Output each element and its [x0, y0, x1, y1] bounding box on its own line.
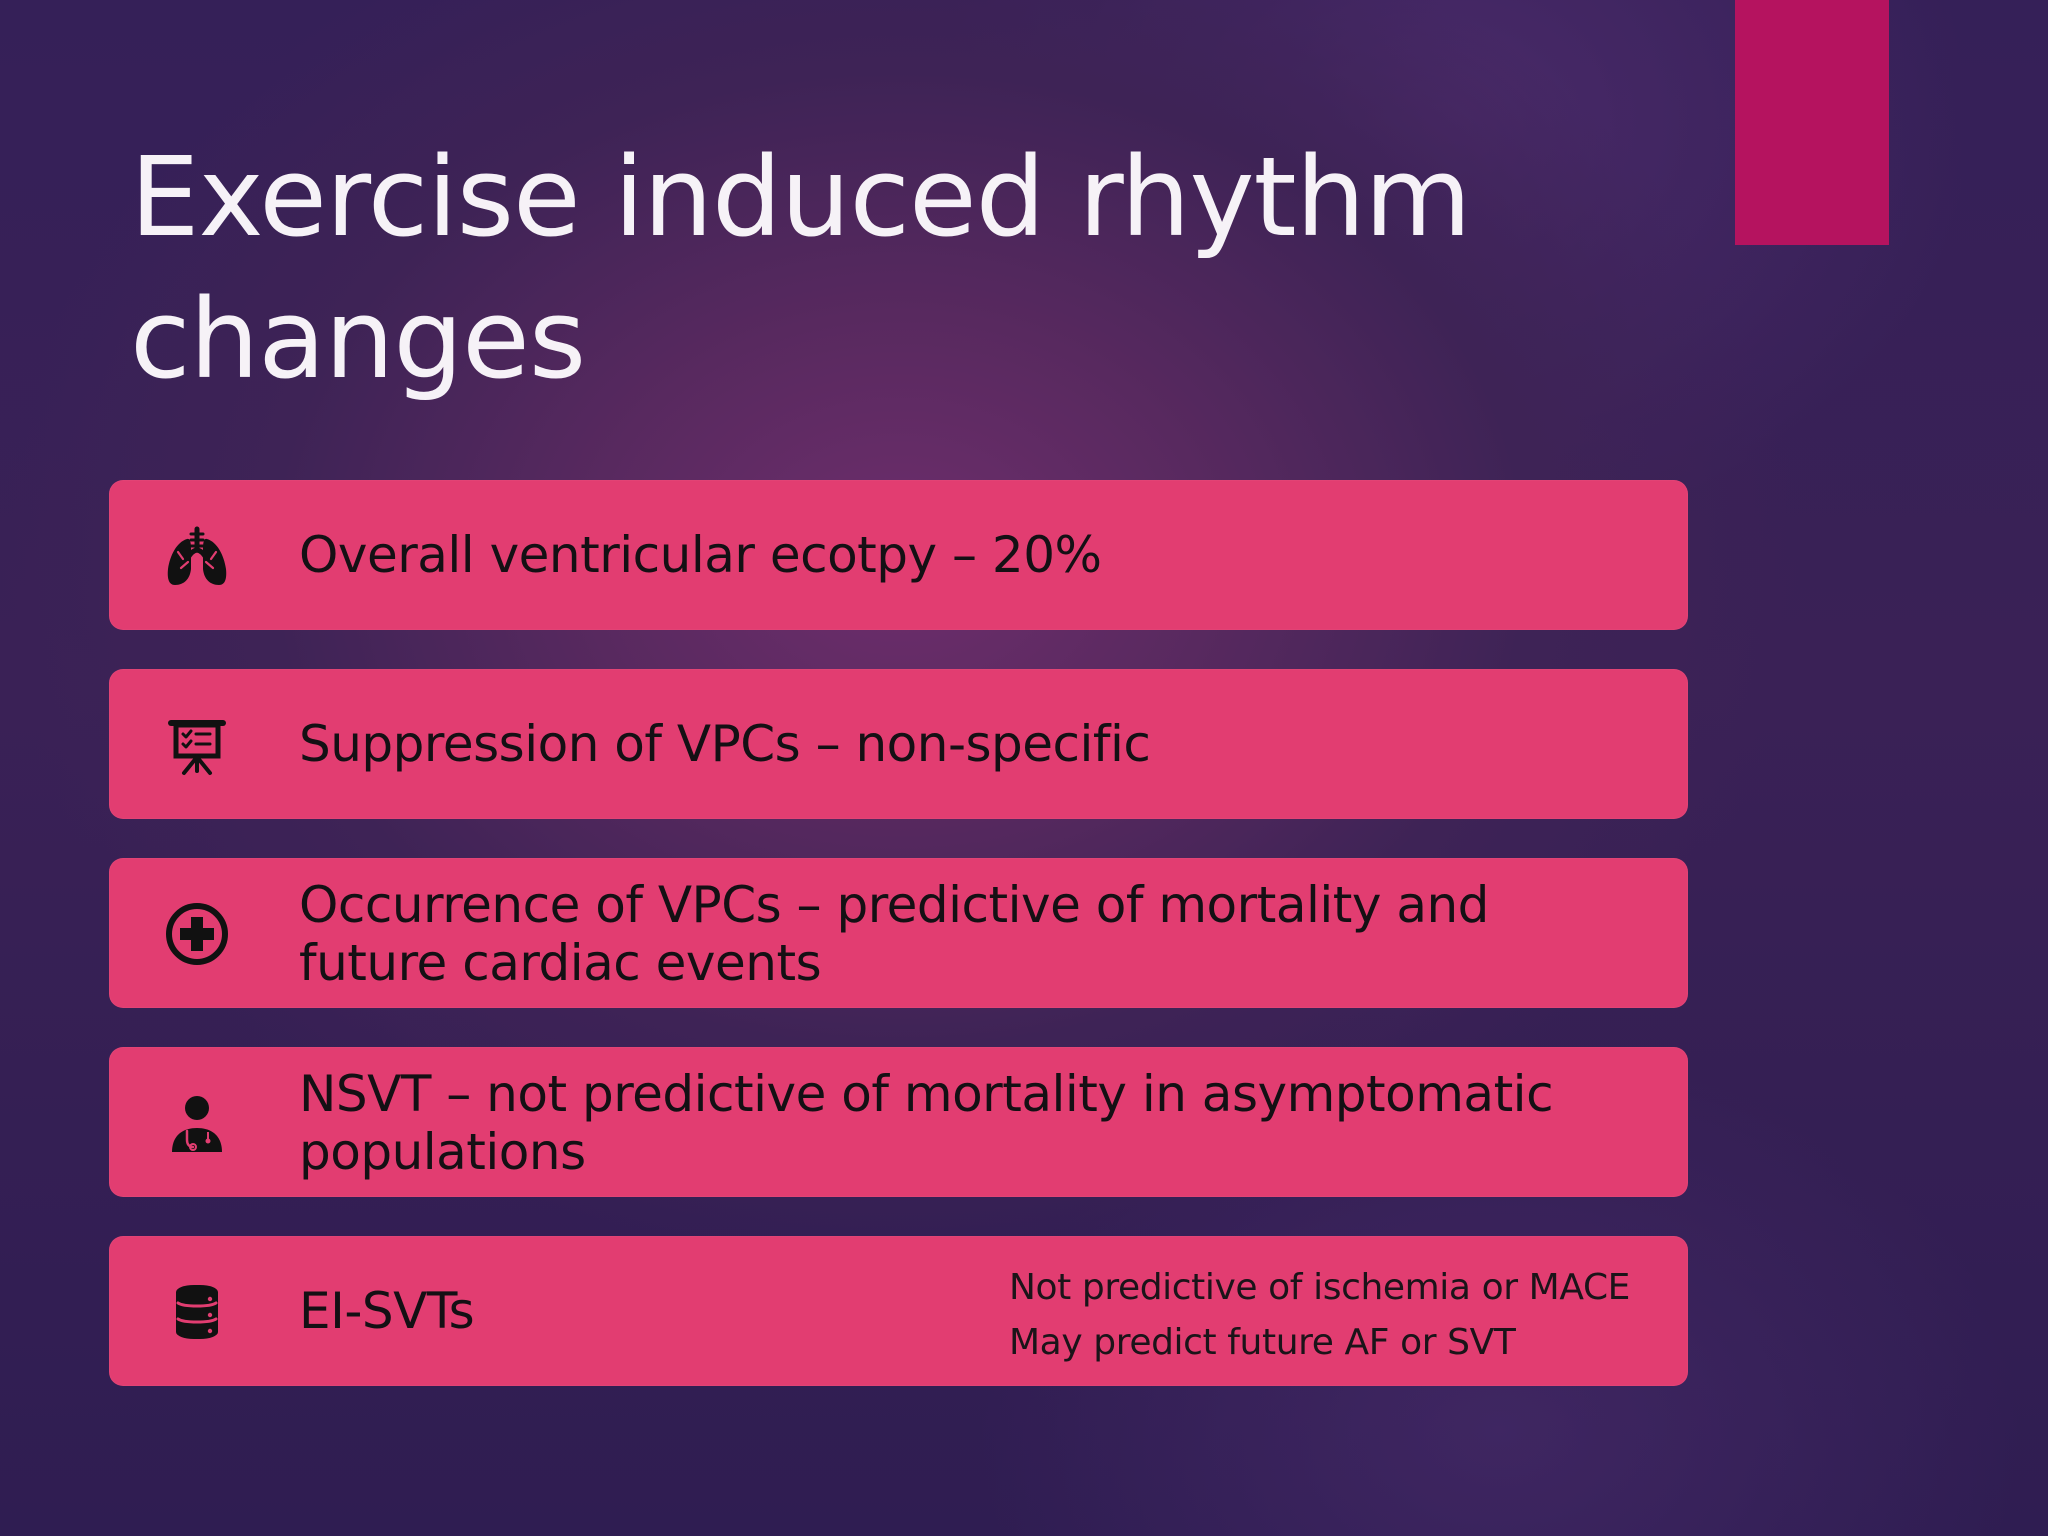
item-card-suppression-vpcs: Suppression of VPCs – non-specific	[109, 669, 1688, 819]
item-card-occurrence-vpcs: Occurrence of VPCs – predictive of morta…	[109, 858, 1688, 1008]
item-text: Occurrence of VPCs – predictive of morta…	[299, 876, 1489, 992]
slide-title: Exercise induced rhythm changes	[130, 126, 1690, 410]
accent-bar	[1735, 0, 1889, 245]
item-text: Suppression of VPCs – non-specific	[299, 715, 1151, 773]
detail-line-2: May predict future AF or SVT	[1009, 1322, 1516, 1363]
item-card-nsvt: NSVT – not predictive of mortality in as…	[109, 1047, 1688, 1197]
item-card-ventricular-ectopy: Overall ventricular ecotpy – 20%	[109, 480, 1688, 630]
lungs-icon	[162, 521, 232, 591]
item-text: EI-SVTs	[299, 1282, 475, 1340]
item-card-ei-svts: EI-SVTs Not predictive of ischemia or MA…	[109, 1236, 1688, 1386]
medical-cross-icon	[162, 899, 232, 969]
doctor-icon	[162, 1088, 232, 1158]
presentation-board-icon	[162, 710, 232, 780]
title-line-2: changes	[130, 275, 586, 403]
item-text: Overall ventricular ecotpy – 20%	[299, 526, 1102, 584]
item-text: NSVT – not predictive of mortality in as…	[299, 1065, 1554, 1181]
ei-svts-details: Not predictive of ischemia or MACE May p…	[1009, 1260, 1659, 1370]
title-line-1: Exercise induced rhythm	[130, 133, 1472, 261]
database-icon	[162, 1277, 232, 1347]
detail-line-1: Not predictive of ischemia or MACE	[1009, 1267, 1631, 1308]
